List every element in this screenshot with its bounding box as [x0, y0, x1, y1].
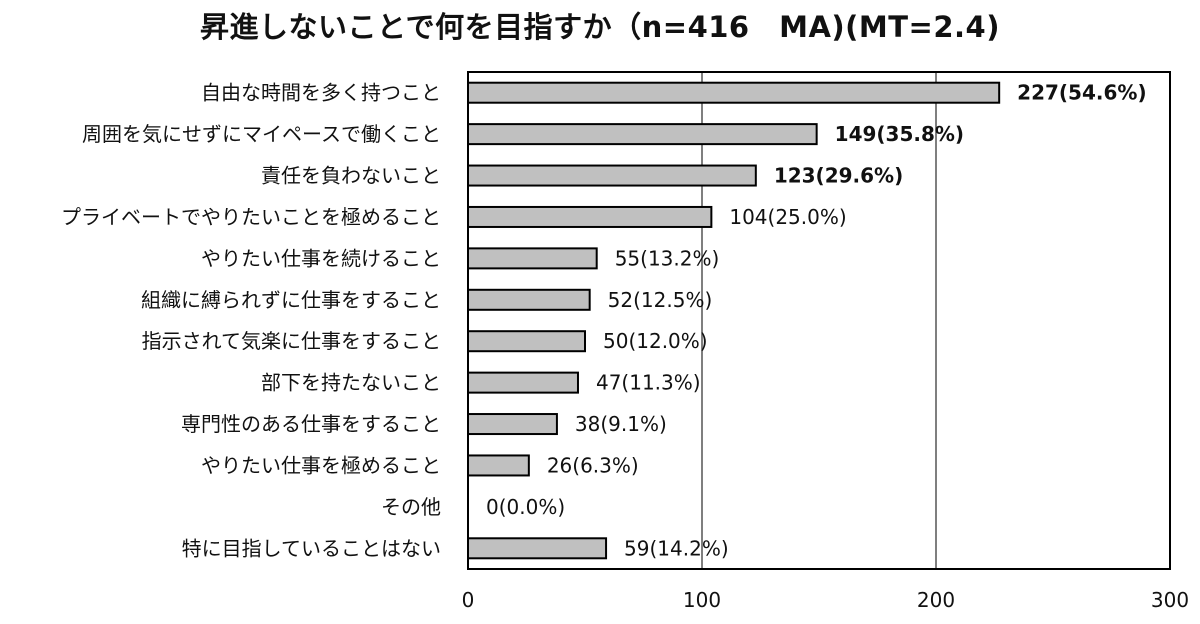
category-label: 指示されて気楽に仕事をすること — [142, 329, 441, 353]
x-axis-tick-labels: 0 100 200 300 — [462, 588, 1189, 612]
bar — [467, 288, 591, 311]
data-label: 123(29.6%) — [774, 164, 903, 188]
data-label: 0(0.0%) — [486, 495, 565, 519]
x-tick-label: 200 — [917, 588, 955, 612]
chart-title: 昇進しないことで何を目指すか（n=416 MA)(MT=2.4) — [200, 10, 1000, 44]
bar — [467, 537, 608, 560]
category-label: プライベートでやりたいことを極めること — [61, 205, 441, 229]
data-label: 52(12.5%) — [608, 288, 713, 312]
category-label: 自由な時間を多く持つこと — [201, 81, 441, 105]
bar — [467, 123, 818, 146]
data-label: 104(25.0%) — [729, 205, 846, 229]
category-label: 組織に縛られずに仕事をすること — [141, 288, 441, 312]
data-labels: 227(54.6%) 149(35.8%) 123(29.6%) 104(25.0%)… — [486, 81, 1147, 561]
category-label: やりたい仕事を続けること — [201, 246, 441, 270]
category-label: やりたい仕事を極めること — [201, 453, 441, 477]
category-label: その他 — [381, 495, 441, 519]
data-label: 26(6.3%) — [547, 453, 639, 477]
bar — [467, 247, 598, 270]
bar — [467, 205, 713, 228]
data-label: 55(13.2%) — [615, 246, 720, 270]
category-labels: 自由な時間を多く持つこと周囲を気にせずにマイペースで働くこと責任を負わないことプ… — [61, 81, 441, 561]
category-label: 周囲を気にせずにマイペースで働くこと — [82, 122, 441, 146]
data-label: 38(9.1%) — [575, 412, 667, 436]
x-tick-label: 100 — [683, 588, 721, 612]
bars — [467, 81, 1001, 560]
data-label: 149(35.8%) — [835, 122, 964, 146]
x-tick-label: 300 — [1151, 588, 1189, 612]
data-label: 47(11.3%) — [596, 371, 701, 395]
category-label: 部下を持たないこと — [261, 371, 441, 395]
data-label: 227(54.6%) — [1017, 81, 1146, 105]
bar — [467, 371, 579, 394]
category-label: 責任を負わないこと — [261, 164, 441, 188]
data-label: 50(12.0%) — [603, 329, 708, 353]
plot-area-frame — [467, 71, 1171, 570]
bar — [467, 454, 530, 477]
x-tick-label: 0 — [462, 588, 475, 612]
bar — [467, 81, 1001, 104]
category-label: 専門性のある仕事をすること — [181, 412, 441, 436]
bar — [467, 330, 586, 353]
category-label: 特に目指していることはない — [182, 536, 441, 560]
bar — [467, 413, 558, 436]
grid-lines — [701, 72, 937, 569]
bar — [467, 164, 757, 187]
data-label: 59(14.2%) — [624, 536, 729, 560]
